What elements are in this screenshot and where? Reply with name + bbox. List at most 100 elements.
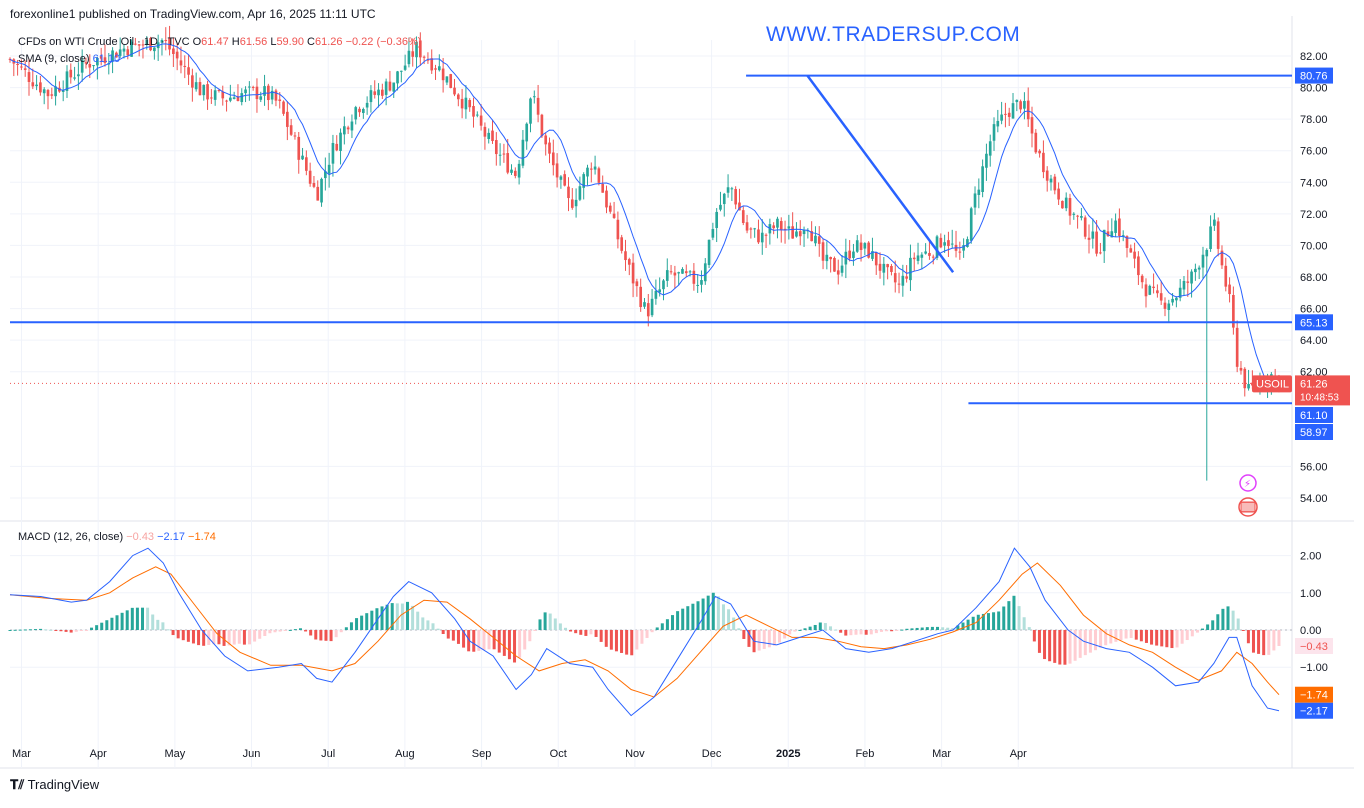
candle-body	[1095, 231, 1098, 254]
ohlc-high: 61.56	[239, 36, 268, 48]
candle-body	[400, 70, 403, 72]
macd-histogram-bar	[248, 630, 252, 645]
candle-body	[369, 90, 373, 103]
macd-histogram-bar	[716, 596, 720, 630]
candle-body	[639, 286, 643, 308]
macd-histogram-bar	[39, 628, 43, 630]
candle-body	[1228, 284, 1231, 295]
macd-histogram-bar	[757, 630, 761, 651]
candle-body	[1152, 286, 1155, 289]
event-flash-icon	[1239, 474, 1257, 492]
candle-body	[434, 68, 437, 70]
macd-histogram-bar	[1195, 630, 1199, 633]
candle-body	[871, 251, 874, 259]
macd-histogram-bar	[533, 630, 537, 631]
candle-body	[1004, 113, 1007, 115]
macd-histogram-bar	[487, 630, 491, 650]
tradingview-footer[interactable]: 𝐓⫽ TradingView	[10, 777, 99, 793]
macd-histogram-bar	[344, 627, 348, 630]
candle-body	[263, 86, 266, 96]
candle-body	[145, 39, 149, 45]
candle-body	[897, 283, 901, 285]
candle-body	[536, 97, 540, 115]
macd-histogram-bar	[803, 628, 807, 630]
candle-body	[1197, 267, 1201, 270]
macd-histogram-bar	[278, 630, 282, 632]
candle-body	[50, 94, 54, 96]
macd-histogram-bar	[946, 627, 950, 630]
candle-body	[631, 262, 635, 284]
candle-body	[259, 96, 263, 100]
macd-histogram-bar	[1190, 630, 1194, 637]
y-tick-label: 66.00	[1300, 304, 1328, 316]
macd-histogram-bar	[1083, 630, 1087, 656]
macd-histogram-bar	[95, 625, 99, 630]
candle-body	[551, 152, 555, 166]
y-tick-label: 56.00	[1300, 461, 1328, 473]
macd-histogram-bar	[874, 630, 878, 634]
candle-body	[362, 109, 365, 114]
candle-body	[749, 228, 753, 230]
candle-body	[39, 82, 42, 93]
macd-histogram-bar	[518, 630, 522, 658]
candle-body	[772, 225, 775, 229]
candle-body	[1034, 132, 1038, 153]
macd-legend[interactable]: MACD (12, 26, close) −0.43 −2.17 −1.74	[18, 531, 216, 543]
brand-watermark[interactable]: WWW.TRADERSUP.COM	[766, 23, 1021, 46]
sma-legend[interactable]: SMA (9, close) 61.10	[18, 53, 120, 65]
macd-histogram-bar	[507, 630, 511, 660]
candle-body	[935, 236, 939, 258]
candle-body	[878, 263, 882, 271]
candle-body	[1194, 268, 1197, 273]
macd-histogram-bar	[630, 630, 634, 656]
symbol-legend[interactable]: CFDs on WTI Crude Oil · 1D · TVC O61.47 …	[18, 36, 421, 48]
macd-histogram-bar	[640, 630, 644, 644]
candle-body	[350, 121, 354, 131]
candle-body	[643, 302, 646, 307]
macd-histogram-bar	[283, 630, 287, 631]
macd-histogram-bar	[1139, 630, 1143, 642]
candle-body	[426, 59, 430, 61]
candle-body	[445, 76, 449, 83]
candle-body	[882, 263, 886, 273]
candle-body	[909, 257, 912, 281]
macd-histogram-bar	[1211, 620, 1215, 630]
candle-body	[1144, 284, 1148, 297]
macd-histogram-bar	[120, 612, 124, 630]
candle-body	[616, 219, 620, 240]
macd-histogram-bar	[778, 630, 782, 643]
y-tick-label: 82.00	[1300, 51, 1328, 63]
candle-body	[719, 204, 722, 210]
macd-histogram-bar	[166, 629, 170, 631]
candle-body	[559, 176, 563, 180]
candle-body	[1015, 99, 1019, 103]
macd-histogram-bar	[625, 630, 629, 655]
candle-body	[1175, 297, 1178, 301]
candle-body	[42, 89, 46, 94]
candle-body	[654, 290, 658, 299]
macd-histogram-bar	[1063, 630, 1067, 665]
macd-histogram-bar	[375, 608, 379, 630]
candle-body	[27, 72, 31, 82]
price-marker-label: 80.76	[1300, 71, 1328, 83]
candle-body	[316, 186, 320, 201]
candle-body	[829, 257, 832, 260]
macd-histogram-bar	[579, 630, 583, 635]
macd-histogram-bar	[380, 606, 384, 630]
candle-body	[988, 141, 992, 156]
candle-body	[1190, 271, 1193, 284]
ohlc-open: 61.47	[201, 36, 229, 48]
candle-body	[274, 90, 278, 101]
macd-histogram-bar	[436, 628, 440, 630]
candle-body	[213, 90, 217, 100]
candle-body	[1064, 197, 1068, 209]
candle-body	[373, 91, 377, 95]
macd-histogram-bar	[635, 630, 639, 650]
macd-histogram-bar	[920, 627, 924, 630]
macd-histogram-bar	[686, 606, 690, 630]
candle-body	[191, 75, 194, 88]
macd-histogram-bar	[8, 630, 12, 631]
candle-body	[517, 163, 521, 178]
macd-histogram-bar	[1058, 630, 1062, 665]
